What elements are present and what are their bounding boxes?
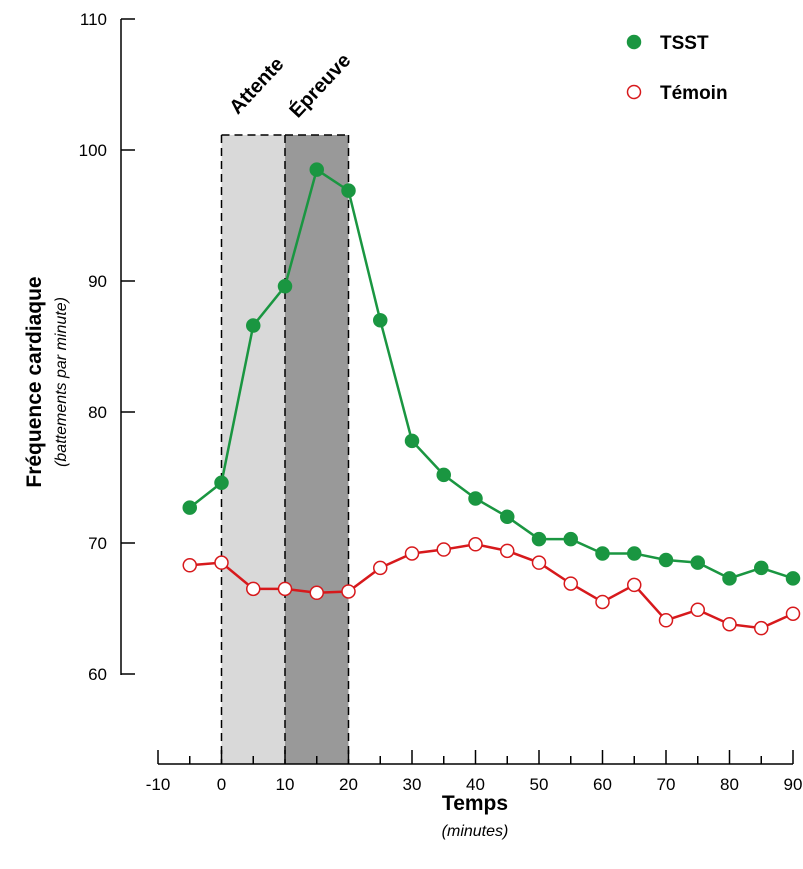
y-axis-title: Fréquence cardiaque [23,276,46,487]
x-tick-label: 80 [720,775,739,794]
data-point-temoin [309,585,324,601]
data-point-temoin [690,602,705,618]
data-point-tsst [595,546,610,561]
x-tick-label: 90 [784,775,803,794]
legend-label-temoin: Témoin [660,83,728,104]
data-point-tsst [658,552,674,568]
phase-bands [220,134,350,764]
phase-label-attente: Attente [225,53,288,118]
data-point-temoin [373,560,388,576]
data-point-tsst [277,278,293,294]
data-point-tsst [627,546,642,561]
x-tick-label: 60 [593,775,612,794]
data-point-temoin [595,594,610,610]
data-point-temoin [182,558,197,573]
data-point-tsst [373,313,388,328]
legend: TSST Témoin [626,33,728,104]
data-point-temoin [531,555,547,570]
data-point-temoin [563,576,578,591]
y-tick-label: 70 [88,534,107,553]
y-tick-label: 100 [79,141,107,160]
phase-band-attente [221,135,285,764]
data-point-tsst [309,162,324,177]
x-tick-label: 50 [530,775,549,794]
data-point-tsst [182,500,197,515]
x-tick-label: -10 [146,775,171,794]
data-point-tsst [754,560,769,576]
data-point-temoin [722,616,737,632]
data-point-temoin [627,577,642,593]
phase-label-epreuve: Épreuve [285,49,356,122]
y-tick-label: 110 [80,10,107,29]
data-point-temoin [436,542,451,557]
data-point-temoin [277,581,293,597]
data-point-tsst [785,571,801,586]
data-point-temoin [246,581,261,597]
y-tick-label: 80 [88,403,107,422]
data-point-temoin [404,546,420,561]
y-tick-label: 60 [88,665,107,684]
data-point-tsst [500,509,515,525]
data-point-tsst [214,475,229,490]
data-point-tsst [563,531,578,547]
data-point-temoin [754,620,769,636]
phase-band-epreuve [285,135,349,764]
data-point-tsst [404,433,420,449]
legend-marker-tsst [626,34,642,50]
data-point-tsst [531,531,547,547]
data-point-temoin [500,543,515,559]
data-point-tsst [722,571,737,586]
data-point-tsst [468,491,483,506]
axes: 60 70 80 90 100 110 -10 0 10 20 30 40 50 60 70 80 90 [79,10,803,794]
x-axis-unit: (minutes) [442,823,509,840]
x-axis-title: Temps [442,792,508,815]
data-point-temoin [785,606,801,621]
data-point-temoin [341,584,356,599]
y-tick-label: 90 [88,272,107,291]
data-point-tsst [690,555,705,570]
x-tick-label: 30 [403,775,422,794]
data-point-temoin [658,613,674,628]
legend-marker-temoin [626,84,642,100]
x-tick-label: 40 [466,775,485,794]
data-point-temoin [214,555,229,570]
data-point-tsst [341,183,356,198]
x-tick-label: 20 [339,775,358,794]
x-tick-label: 10 [276,775,295,794]
legend-label-tsst: TSST [660,33,709,54]
series-layer [182,162,801,636]
data-point-tsst [246,318,261,333]
data-point-tsst [436,467,451,483]
y-axis-unit: (battements par minute) [53,297,70,467]
x-tick-label: 0 [217,775,226,794]
data-point-temoin [468,537,483,552]
x-tick-label: 70 [657,775,676,794]
